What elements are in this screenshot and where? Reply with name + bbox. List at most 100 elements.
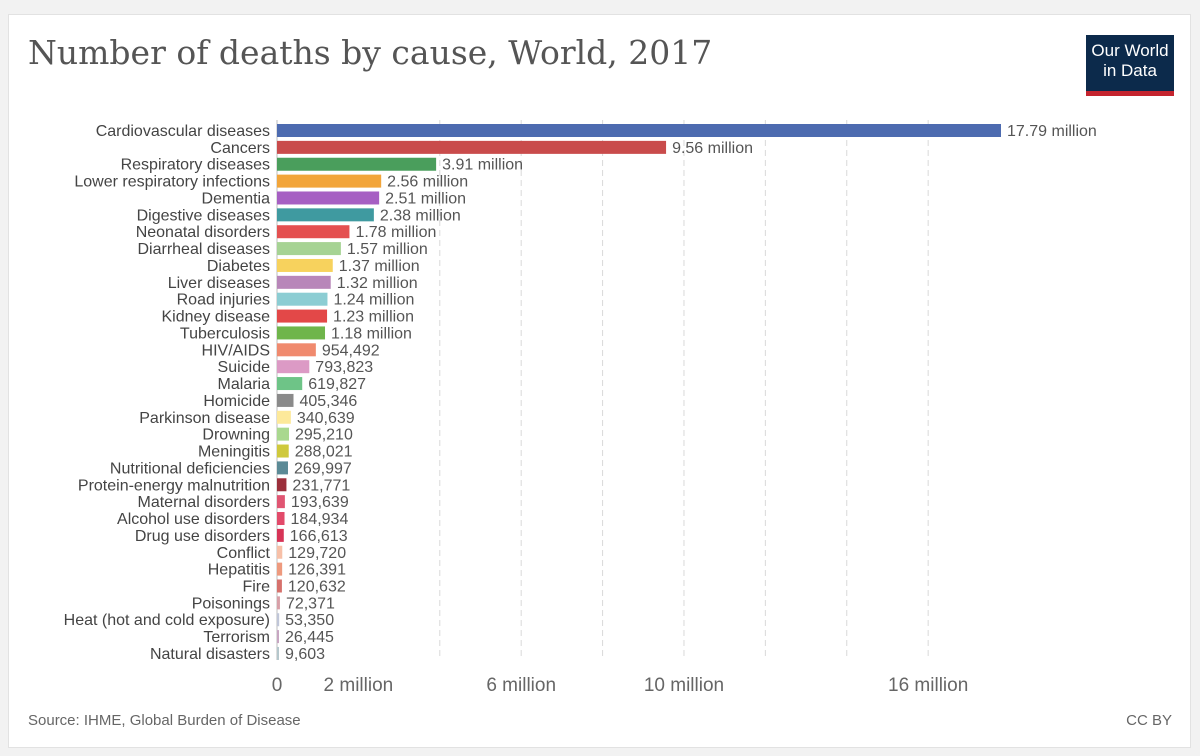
source-note[interactable]: Source: IHME, Global Burden of Disease (28, 712, 301, 729)
category-label: Homicide (203, 393, 270, 410)
bar[interactable] (277, 410, 291, 424)
chart-title: Number of deaths by cause, World, 2017 (28, 33, 713, 72)
logo-line-1: Our World (1091, 41, 1169, 60)
license-label[interactable]: CC BY (1126, 712, 1172, 729)
category-label: Fire (242, 578, 270, 595)
category-label: Neonatal disorders (136, 224, 270, 241)
value-label: 793,823 (315, 359, 373, 376)
bar[interactable] (277, 427, 290, 441)
category-label: Liver diseases (168, 275, 270, 292)
bar[interactable] (277, 646, 279, 660)
category-label: Hepatitis (208, 562, 270, 579)
value-label: 126,391 (288, 562, 346, 579)
owid-logo[interactable]: Our World in Data (1086, 35, 1174, 96)
bar[interactable] (277, 309, 328, 323)
category-label: Meningitis (198, 444, 270, 461)
value-label: 1.37 million (339, 258, 420, 275)
value-label: 17.79 million (1007, 123, 1097, 140)
value-label: 619,827 (308, 376, 366, 393)
category-label: Drug use disorders (135, 528, 270, 545)
value-label: 1.32 million (337, 275, 418, 292)
value-label: 269,997 (294, 460, 352, 477)
bar[interactable] (277, 225, 350, 239)
value-label: 2.51 million (385, 190, 466, 207)
bar[interactable] (277, 528, 284, 542)
bar[interactable] (277, 343, 316, 357)
bar[interactable] (277, 495, 285, 509)
category-label: Drowning (202, 427, 270, 444)
category-label: Diarrheal diseases (137, 241, 270, 258)
value-label: 53,350 (285, 612, 334, 629)
x-tick-label: 6 million (486, 675, 556, 696)
category-label: Cardiovascular diseases (96, 123, 270, 140)
category-label: Respiratory diseases (121, 157, 270, 174)
bar[interactable] (277, 579, 282, 593)
bar[interactable] (277, 360, 310, 374)
bar[interactable] (277, 545, 283, 559)
logo-line-2: in Data (1103, 61, 1157, 80)
value-label: 954,492 (322, 342, 380, 359)
value-label: 193,639 (291, 494, 349, 511)
category-label: Digestive diseases (137, 207, 270, 224)
value-label: 1.78 million (355, 224, 436, 241)
category-label: Suicide (218, 359, 271, 376)
value-label: 129,720 (288, 545, 346, 562)
bar[interactable] (277, 191, 380, 205)
bar[interactable] (277, 562, 283, 576)
category-label: Terrorism (203, 629, 270, 646)
category-label: Nutritional deficiencies (110, 460, 270, 477)
value-label: 1.23 million (333, 309, 414, 326)
category-label: Heat (hot and cold exposure) (64, 612, 270, 629)
bar[interactable] (277, 292, 328, 306)
x-axis-ticks: 0 2 million 6 million 10 million 16 million (272, 675, 969, 696)
value-label: 1.57 million (347, 241, 428, 258)
value-label: 1.24 million (333, 292, 414, 309)
category-label: Poisonings (192, 595, 270, 612)
bar[interactable] (277, 512, 285, 526)
value-label: 9.56 million (672, 140, 753, 157)
category-label: Cancers (210, 140, 270, 157)
bar[interactable] (277, 208, 374, 222)
bar[interactable] (277, 258, 333, 272)
bar[interactable] (277, 377, 303, 391)
value-label: 295,210 (295, 427, 353, 444)
value-label: 1.18 million (331, 325, 412, 342)
bar[interactable] (277, 478, 287, 492)
category-label: Natural disasters (150, 646, 270, 663)
value-label: 2.56 million (387, 174, 468, 191)
bar[interactable] (277, 157, 437, 171)
value-label: 3.91 million (442, 157, 523, 174)
bar[interactable] (277, 242, 341, 256)
bar[interactable] (277, 461, 288, 475)
category-label: Diabetes (207, 258, 270, 275)
value-label: 405,346 (299, 393, 357, 410)
x-tick-label: 0 (272, 675, 283, 696)
bar[interactable] (277, 630, 279, 644)
x-tick-label: 10 million (644, 675, 724, 696)
value-label: 184,934 (291, 511, 349, 528)
x-tick-label: 2 million (324, 675, 394, 696)
bar[interactable] (277, 444, 289, 458)
category-label: Malaria (218, 376, 271, 393)
bar[interactable] (277, 596, 280, 610)
bar[interactable] (277, 275, 331, 289)
bar[interactable] (277, 393, 294, 407)
value-label: 26,445 (285, 629, 334, 646)
bar[interactable] (277, 140, 667, 154)
bar[interactable] (277, 124, 1001, 137)
value-label: 231,771 (292, 477, 350, 494)
category-label: Parkinson disease (139, 410, 270, 427)
category-label: HIV/AIDS (202, 342, 270, 359)
category-label: Maternal disorders (138, 494, 271, 511)
value-label: 120,632 (288, 578, 346, 595)
value-label: 288,021 (295, 444, 353, 461)
bar[interactable] (277, 326, 326, 340)
bar[interactable] (277, 174, 382, 188)
x-tick-label: 16 million (888, 675, 968, 696)
category-label: Tuberculosis (180, 325, 270, 342)
bar[interactable] (277, 613, 280, 627)
category-label: Road injuries (177, 292, 270, 309)
category-label: Protein-energy malnutrition (78, 477, 270, 494)
value-label: 72,371 (286, 595, 335, 612)
category-label: Dementia (202, 190, 271, 207)
